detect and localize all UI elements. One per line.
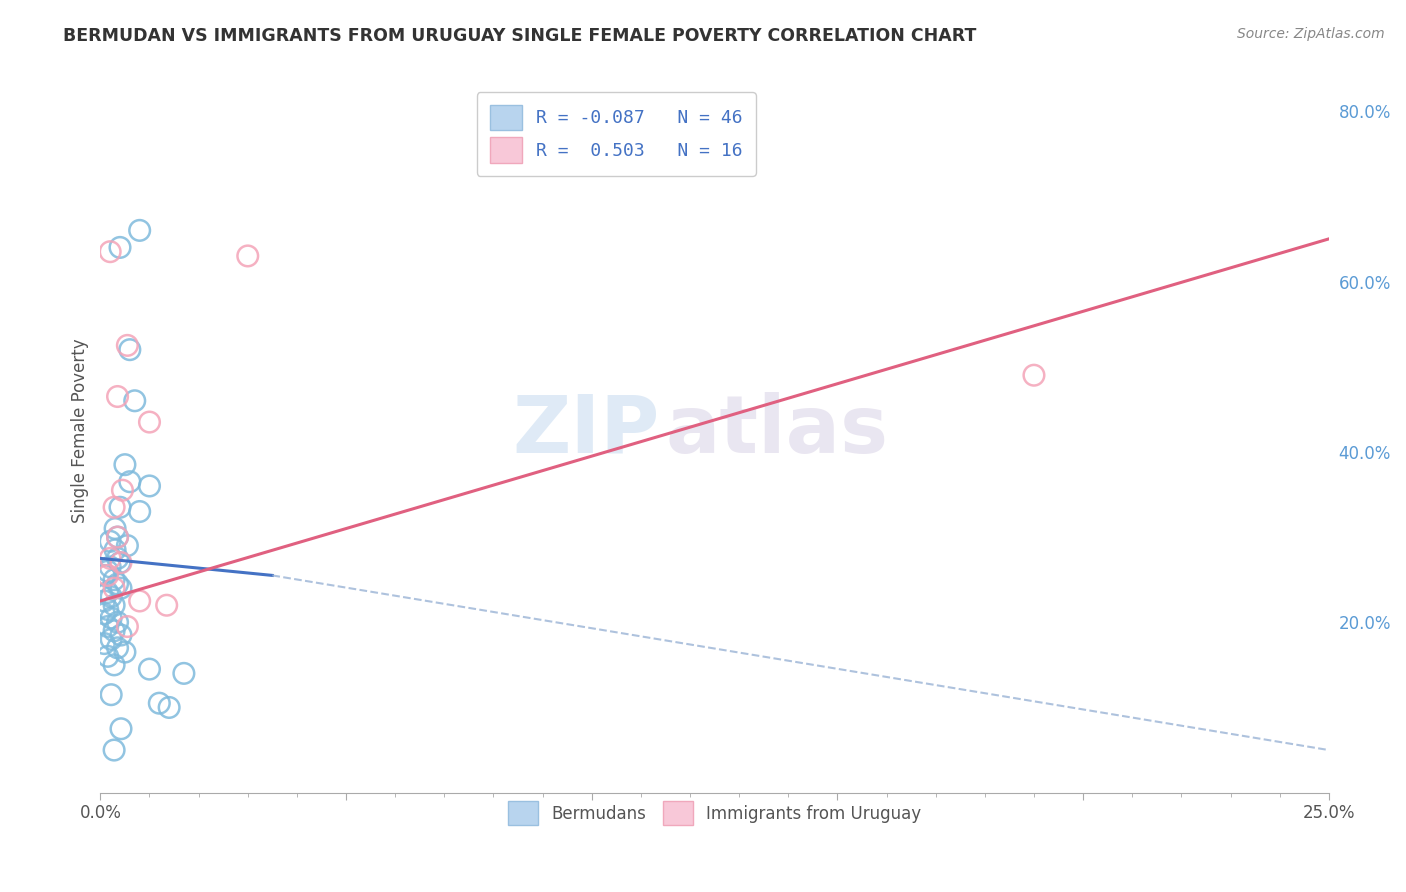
Point bbox=[97, 649, 120, 664]
Point bbox=[236, 249, 259, 263]
Text: Source: ZipAtlas.com: Source: ZipAtlas.com bbox=[1237, 27, 1385, 41]
Point bbox=[103, 500, 125, 515]
Point bbox=[98, 534, 121, 549]
Point bbox=[108, 500, 131, 515]
Point bbox=[97, 602, 120, 616]
Point bbox=[117, 619, 139, 633]
Point bbox=[103, 599, 125, 613]
Point bbox=[100, 611, 122, 625]
Point bbox=[93, 568, 115, 582]
Point bbox=[93, 594, 115, 608]
Point bbox=[103, 657, 125, 672]
Point bbox=[173, 666, 195, 681]
Point bbox=[97, 568, 120, 582]
Point bbox=[107, 551, 129, 566]
Point bbox=[110, 628, 132, 642]
Point bbox=[110, 722, 132, 736]
Text: atlas: atlas bbox=[665, 392, 889, 469]
Point bbox=[1022, 368, 1045, 383]
Legend: Bermudans, Immigrants from Uruguay: Bermudans, Immigrants from Uruguay bbox=[498, 791, 931, 835]
Point bbox=[98, 560, 121, 574]
Point bbox=[100, 688, 122, 702]
Point bbox=[100, 632, 122, 647]
Point bbox=[111, 483, 134, 498]
Point bbox=[138, 479, 160, 493]
Point bbox=[107, 390, 129, 404]
Point bbox=[114, 645, 136, 659]
Point bbox=[118, 475, 141, 489]
Point bbox=[108, 240, 131, 254]
Point bbox=[93, 607, 115, 621]
Point bbox=[128, 223, 150, 237]
Point bbox=[103, 743, 125, 757]
Point bbox=[107, 530, 129, 544]
Point bbox=[104, 522, 127, 536]
Point bbox=[117, 338, 139, 352]
Point bbox=[97, 564, 120, 578]
Point bbox=[117, 539, 139, 553]
Point bbox=[114, 458, 136, 472]
Point bbox=[148, 696, 170, 710]
Point bbox=[103, 624, 125, 638]
Point bbox=[108, 556, 131, 570]
Point bbox=[103, 573, 125, 587]
Point bbox=[104, 542, 127, 557]
Point bbox=[107, 530, 129, 544]
Text: ZIP: ZIP bbox=[512, 392, 659, 469]
Point bbox=[107, 615, 129, 630]
Point bbox=[157, 700, 180, 714]
Point bbox=[107, 640, 129, 655]
Y-axis label: Single Female Poverty: Single Female Poverty bbox=[72, 338, 89, 523]
Point bbox=[156, 599, 179, 613]
Point bbox=[124, 393, 146, 408]
Point bbox=[138, 662, 160, 676]
Point bbox=[93, 636, 115, 650]
Point bbox=[110, 581, 132, 595]
Point bbox=[97, 619, 120, 633]
Text: BERMUDAN VS IMMIGRANTS FROM URUGUAY SINGLE FEMALE POVERTY CORRELATION CHART: BERMUDAN VS IMMIGRANTS FROM URUGUAY SING… bbox=[63, 27, 977, 45]
Point bbox=[118, 343, 141, 357]
Point bbox=[128, 594, 150, 608]
Point bbox=[103, 581, 125, 595]
Point bbox=[98, 244, 121, 259]
Point bbox=[138, 415, 160, 429]
Point bbox=[110, 556, 132, 570]
Point bbox=[97, 585, 120, 599]
Point bbox=[128, 504, 150, 518]
Point bbox=[98, 551, 121, 566]
Point bbox=[100, 590, 122, 604]
Point bbox=[107, 577, 129, 591]
